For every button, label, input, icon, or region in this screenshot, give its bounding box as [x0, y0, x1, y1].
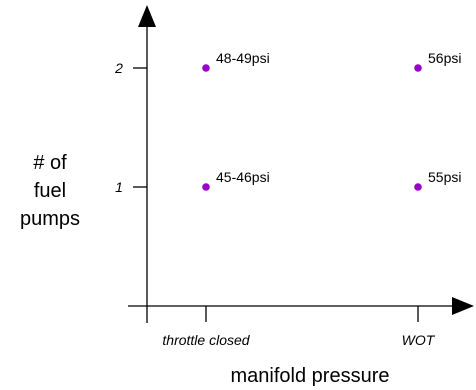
- data-point: [202, 64, 210, 72]
- y-tick-label: 2: [114, 60, 123, 76]
- x-ticks: throttle closed WOT: [162, 306, 436, 348]
- data-label: 48-49psi: [216, 50, 270, 66]
- data-point: [414, 64, 422, 72]
- data-point: [202, 183, 210, 191]
- y-axis-title-line-1: # of: [33, 152, 67, 174]
- y-axis-arrow: [138, 5, 156, 27]
- data-label: 55psi: [428, 169, 461, 185]
- y-ticks: 12: [114, 60, 147, 195]
- y-axis: [138, 5, 156, 323]
- data-points: 45-46psi 48-49psi 55psi 56psi: [202, 50, 461, 191]
- y-axis-title-line-2: fuel: [34, 180, 66, 202]
- y-axis-title-line-3: pumps: [20, 208, 80, 230]
- y-tick-label: 1: [115, 179, 123, 195]
- data-label: 45-46psi: [216, 169, 270, 185]
- x-axis: [128, 297, 474, 315]
- data-point: [414, 183, 422, 191]
- x-tick-label: WOT: [402, 332, 436, 348]
- data-label: 56psi: [428, 50, 461, 66]
- x-tick-label: throttle closed: [162, 332, 250, 348]
- x-axis-title: manifold pressure: [231, 365, 390, 387]
- x-axis-arrow: [452, 297, 474, 315]
